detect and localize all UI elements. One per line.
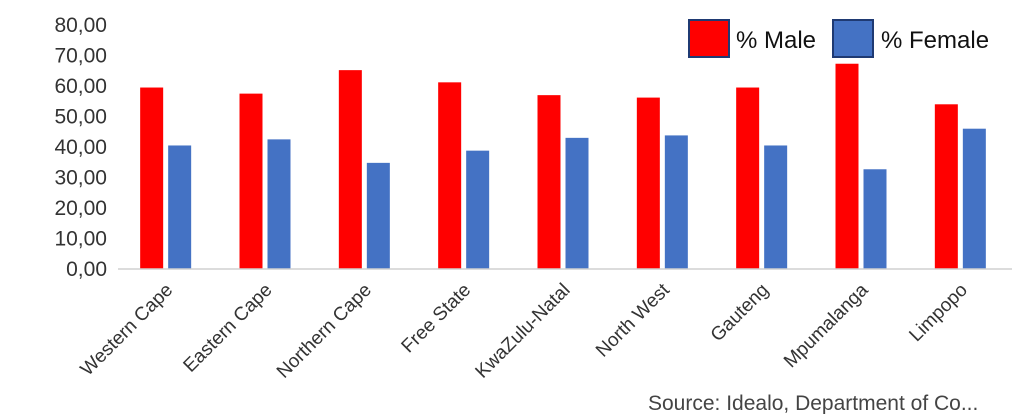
x-tick-label: Mpumalanga [780,279,873,372]
bar-female [664,135,688,269]
y-tick-label: 60,00 [54,75,107,98]
bar-male [338,70,362,269]
bar-female [863,169,887,269]
bar-female [366,162,390,269]
bar-female [267,139,291,269]
x-tick-label: Limpopo [905,280,971,346]
bar-female [962,128,986,269]
bar-female [565,137,589,269]
bar-male [140,87,164,270]
y-axis: 0,00 10,00 20,00 30,00 40,00 50,00 60,00 70,00 8… [54,14,107,281]
bars [140,63,986,270]
y-tick-label: 40,00 [54,136,107,159]
y-tick-label: 0,00 [66,258,107,281]
bar-male [636,97,660,269]
bar-male [835,63,859,269]
bar-male [239,93,263,269]
y-tick-label: 30,00 [54,167,107,190]
y-tick-label: 70,00 [54,45,107,68]
x-tick-label: Northern Cape [273,280,376,383]
legend-label-female: % Female [881,27,989,54]
bar-male [537,95,561,270]
y-tick-label: 50,00 [54,106,107,129]
x-tick-label: Eastern Cape [180,280,277,377]
bar-male [934,104,958,269]
x-tick-label: Gauteng [707,280,773,346]
bar-female [168,145,192,269]
y-tick-label: 10,00 [54,228,107,251]
legend: % Male % Female [688,19,989,58]
legend-swatch-male [688,19,730,58]
legend-label-male: % Male [736,27,816,54]
x-tick-label: Western Cape [77,280,177,380]
source-note: Source: Idealo, Department of Co... [648,392,978,414]
x-tick-label: Free State [398,280,476,358]
bar-female [466,150,490,269]
bar-male [736,87,760,270]
y-tick-label: 80,00 [54,14,107,37]
x-tick-label: KwaZulu-Natal [472,280,575,383]
legend-swatch-female [832,19,874,58]
y-tick-label: 20,00 [54,197,107,220]
bar-male [438,82,462,269]
bar-female [764,145,788,269]
x-tick-label: North West [592,279,674,361]
